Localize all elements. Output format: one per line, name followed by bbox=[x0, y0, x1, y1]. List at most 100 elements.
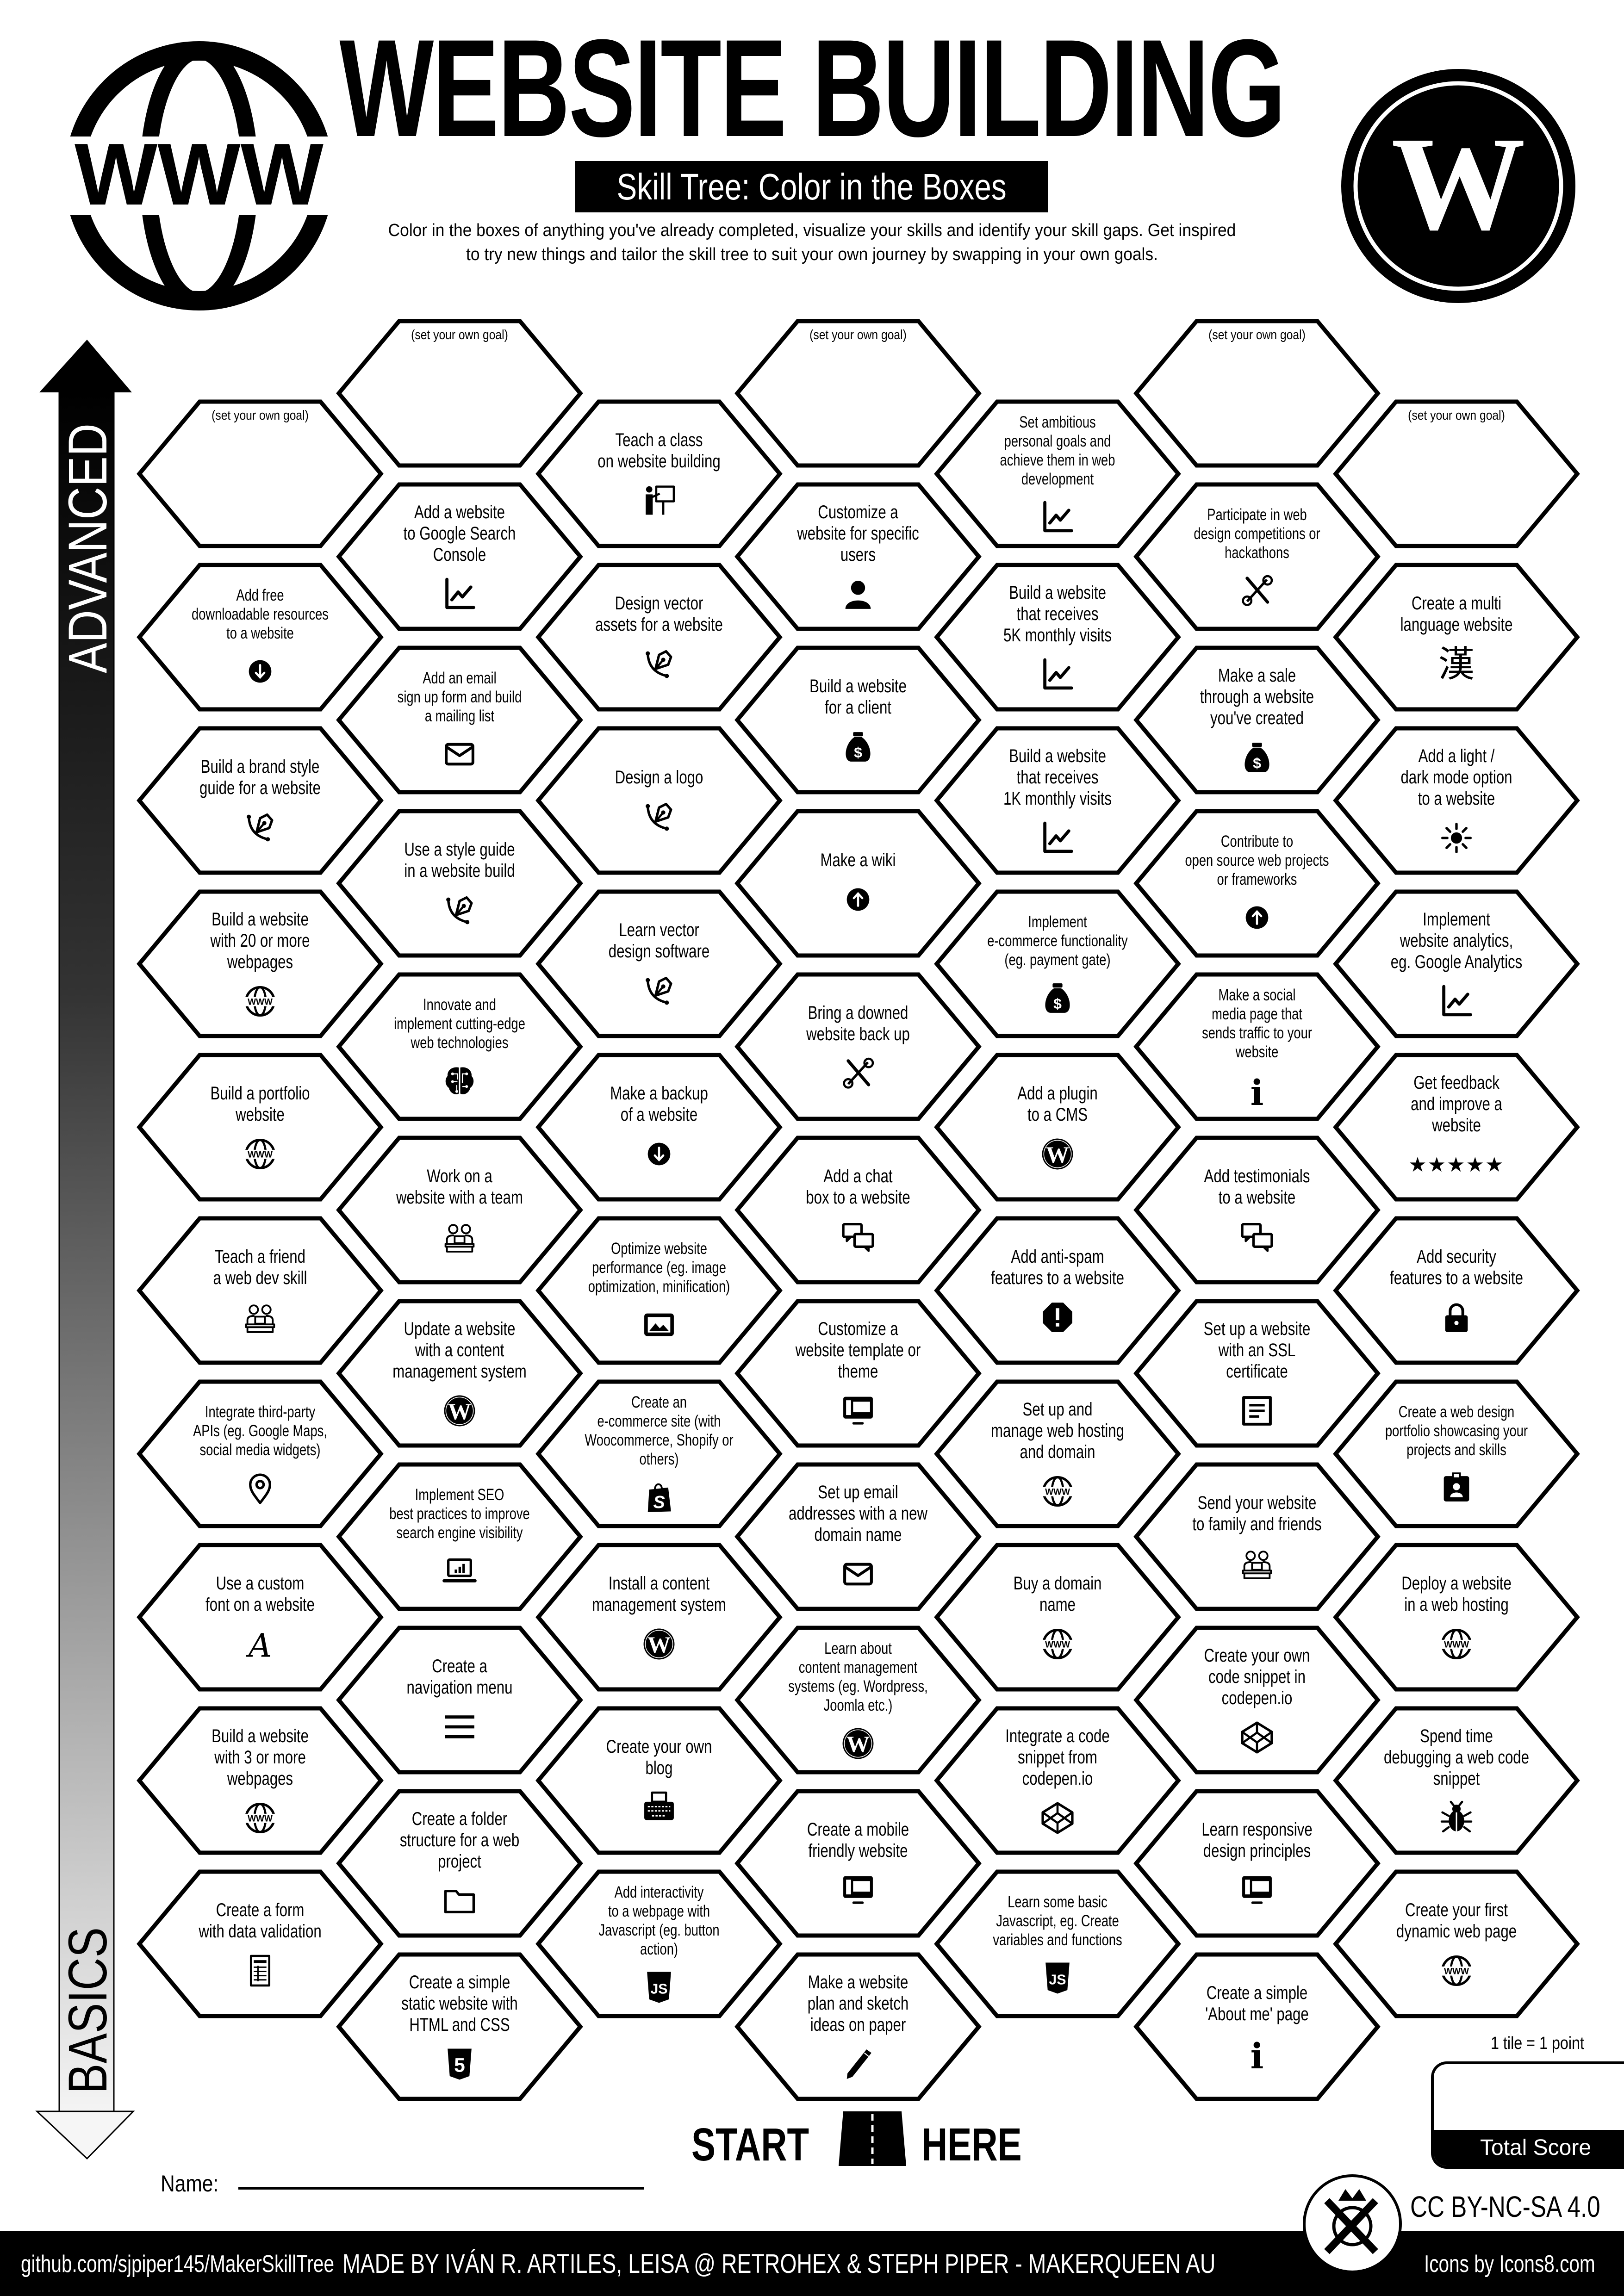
skill-hex[interactable]: Build a website for a client $ bbox=[734, 645, 982, 794]
svg-text:WWW: WWW bbox=[1444, 1640, 1469, 1650]
custom-goal-label: (set your own goal) bbox=[809, 328, 907, 342]
skill-hex[interactable]: Teach a friend a web dev skill bbox=[137, 1216, 384, 1365]
skill-hex[interactable]: Spend time debugging a web code snippet bbox=[1332, 1706, 1580, 1855]
skill-hex[interactable]: Update a website with a content manageme… bbox=[336, 1299, 583, 1448]
skill-hex[interactable]: Set up email addresses with a new domain… bbox=[734, 1462, 982, 1611]
skill-hex[interactable]: Integrate a code snippet from codepen.io bbox=[934, 1706, 1182, 1855]
skill-hex[interactable]: Create a folder structure for a web proj… bbox=[336, 1789, 583, 1938]
skill-hex[interactable]: Use a style guide in a website build bbox=[336, 809, 583, 958]
hex-outline bbox=[1133, 1299, 1381, 1448]
skill-hex[interactable]: Create a simple 'About me' page i bbox=[1133, 1952, 1381, 2101]
skill-hex[interactable]: Create a simple static website with HTML… bbox=[336, 1952, 583, 2101]
skill-label: Add a plugin to a CMS bbox=[1017, 1083, 1098, 1125]
skill-hex[interactable]: Create a web design portfolio showcasing… bbox=[1332, 1379, 1580, 1528]
skill-hex[interactable]: Set ambitious personal goals and achieve… bbox=[934, 399, 1182, 548]
skill-hex[interactable]: Add security features to a website bbox=[1332, 1216, 1580, 1365]
name-input-line[interactable] bbox=[238, 2187, 644, 2190]
skill-hex[interactable]: Add a website to Google Search Console bbox=[336, 482, 583, 631]
wordpress-logo: W bbox=[1341, 69, 1575, 303]
skill-hex[interactable]: Build a website with 20 or more webpages… bbox=[137, 889, 384, 1038]
skill-hex-custom-goal[interactable]: (set your own goal) bbox=[734, 319, 982, 468]
pen-tool-icon bbox=[641, 799, 677, 834]
skill-hex[interactable]: Build a brand style guide for a website bbox=[137, 726, 384, 875]
pencil-icon bbox=[840, 2047, 876, 2082]
skill-hex[interactable]: Make a wiki bbox=[734, 809, 982, 958]
skill-hex[interactable]: Install a content management system W bbox=[535, 1543, 783, 1692]
svg-text:A: A bbox=[246, 1627, 272, 1662]
skill-hex[interactable]: Design a logo bbox=[535, 726, 783, 875]
skill-hex[interactable]: Innovate and implement cutting-edge web … bbox=[336, 972, 583, 1121]
skill-hex[interactable]: Get feedback and improve a website ★★★★★ bbox=[1332, 1053, 1580, 1202]
skill-hex[interactable]: Integrate third-party APIs (eg. Google M… bbox=[137, 1379, 384, 1528]
skill-hex[interactable]: Design vector assets for a website bbox=[535, 563, 783, 712]
skill-hex-custom-goal[interactable]: (set your own goal) bbox=[1133, 319, 1381, 468]
skill-hex[interactable]: Create a form with data validation bbox=[137, 1869, 384, 2018]
skill-hex[interactable]: Add testimonials to a website bbox=[1133, 1136, 1381, 1285]
skill-hex[interactable]: Add an email sign up form and build a ma… bbox=[336, 645, 583, 794]
hex-outline bbox=[535, 1869, 783, 2018]
svg-text:W: W bbox=[846, 1731, 870, 1757]
skill-hex[interactable]: Participate in web design competitions o… bbox=[1133, 482, 1381, 631]
skill-hex[interactable]: Add a plugin to a CMS W bbox=[934, 1053, 1182, 1202]
skill-hex[interactable]: Add interactivity to a webpage with Java… bbox=[535, 1869, 783, 2018]
skill-hex[interactable]: Add a light / dark mode option to a webs… bbox=[1332, 726, 1580, 875]
skill-hex[interactable]: Customize a website template or theme bbox=[734, 1299, 982, 1448]
custom-goal-label: (set your own goal) bbox=[1407, 408, 1505, 423]
hex-outline bbox=[934, 1053, 1182, 1202]
skill-hex[interactable]: Bring a downed website back up bbox=[734, 972, 982, 1121]
skill-hex[interactable]: Implement SEO best practices to improve … bbox=[336, 1462, 583, 1611]
skill-hex[interactable]: Add a chat box to a website bbox=[734, 1136, 982, 1285]
skill-hex[interactable]: Teach a class on website building bbox=[535, 399, 783, 548]
hex-outline bbox=[934, 889, 1182, 1038]
html5-icon: 5 bbox=[442, 2047, 477, 2082]
skill-hex[interactable]: Make a backup of a website bbox=[535, 1053, 783, 1202]
skill-hex[interactable]: Create a navigation menu bbox=[336, 1626, 583, 1775]
skill-hex[interactable]: Learn responsive design principles bbox=[1133, 1789, 1381, 1938]
skill-hex[interactable]: Add anti-spam features to a website bbox=[934, 1216, 1182, 1365]
skill-hex[interactable]: Create your own code snippet in codepen.… bbox=[1133, 1626, 1381, 1775]
skill-hex[interactable]: Make a sale through a website you've cre… bbox=[1133, 645, 1381, 794]
skill-hex[interactable]: Contribute to open source web projects o… bbox=[1133, 809, 1381, 958]
skill-hex-custom-goal[interactable]: (set your own goal) bbox=[1332, 399, 1580, 548]
skill-label: Contribute to open source web projects o… bbox=[1185, 832, 1329, 888]
money-bag-icon: $ bbox=[840, 729, 876, 764]
skill-hex[interactable]: Implement e-commerce functionality (eg. … bbox=[934, 889, 1182, 1038]
skill-hex[interactable]: Create your own blog bbox=[535, 1706, 783, 1855]
skill-hex[interactable]: Build a website that receives 5K monthly… bbox=[934, 563, 1182, 712]
skill-hex[interactable]: Use a custom font on a website A bbox=[137, 1543, 384, 1692]
skill-hex[interactable]: Create your first dynamic web page WWW bbox=[1332, 1869, 1580, 2018]
skill-hex[interactable]: Learn some basic Javascript, eg. Create … bbox=[934, 1869, 1182, 2018]
skill-hex[interactable]: Implement website analytics, eg. Google … bbox=[1332, 889, 1580, 1038]
skill-hex[interactable]: Work on a website with a team bbox=[336, 1136, 583, 1285]
skill-hex[interactable]: Make a website plan and sketch ideas on … bbox=[734, 1952, 982, 2101]
skill-hex[interactable]: Build a website with 3 or more webpages W… bbox=[137, 1706, 384, 1855]
kanji-icon: 漢 bbox=[1438, 646, 1475, 682]
skill-hex[interactable]: Set up a website with an SSL certificate bbox=[1133, 1299, 1381, 1448]
skill-hex[interactable]: Create a multi language website 漢 bbox=[1332, 563, 1580, 712]
skill-hex[interactable]: Build a website that receives 1K monthly… bbox=[934, 726, 1182, 875]
skill-hex[interactable]: Add free downloadable resources to a web… bbox=[137, 563, 384, 712]
skill-hex[interactable]: Buy a domain name WWW bbox=[934, 1543, 1182, 1692]
wordpress-icon: W bbox=[840, 1726, 876, 1761]
skill-hex[interactable]: Create a mobile friendly website bbox=[734, 1789, 982, 1938]
skill-hex[interactable]: Optimize website performance (eg. image … bbox=[535, 1216, 783, 1365]
svg-text:WWW: WWW bbox=[248, 1150, 273, 1160]
skill-hex[interactable]: Learn vector design software bbox=[535, 889, 783, 1038]
hex-outline bbox=[137, 1543, 384, 1692]
github-link[interactable]: github.com/sjpiper145/MakerSkillTree bbox=[21, 2251, 335, 2277]
skill-hex[interactable]: Set up and manage web hosting and domain… bbox=[934, 1379, 1182, 1528]
hex-outline bbox=[137, 399, 384, 548]
skill-label: Customize a website for specific users bbox=[797, 502, 920, 565]
skill-hex[interactable]: Build a portfolio website WWW bbox=[137, 1053, 384, 1202]
skill-hex[interactable]: Customize a website for specific users bbox=[734, 482, 982, 631]
skill-label: Build a website that receives 5K monthly… bbox=[1003, 583, 1112, 645]
skill-hex[interactable]: Create an e-commerce site (with Woocomme… bbox=[535, 1379, 783, 1528]
skill-hex[interactable]: Send your website to family and friends bbox=[1133, 1462, 1381, 1611]
team-icon bbox=[1239, 1546, 1275, 1581]
total-score-box[interactable]: Total Score bbox=[1431, 2061, 1624, 2169]
skill-hex[interactable]: Make a social media page that sends traf… bbox=[1133, 972, 1381, 1121]
skill-hex-custom-goal[interactable]: (set your own goal) bbox=[336, 319, 583, 468]
skill-hex-custom-goal[interactable]: (set your own goal) bbox=[137, 399, 384, 548]
skill-hex[interactable]: Learn about content management systems (… bbox=[734, 1626, 982, 1775]
skill-hex[interactable]: Deploy a website in a web hosting WWW bbox=[1332, 1543, 1580, 1692]
